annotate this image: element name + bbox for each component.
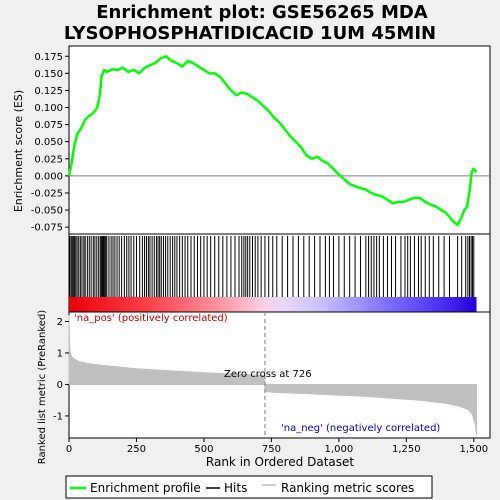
legend-enrichment-profile: Enrichment profile bbox=[90, 481, 201, 495]
metric-y-tick-label: -1 bbox=[53, 411, 63, 422]
hits-markers bbox=[69, 236, 475, 297]
x-tick-label: 0 bbox=[66, 444, 72, 455]
es-y-tick-label: 0.100 bbox=[34, 103, 63, 114]
legend-ranking-metric-scores: Ranking metric scores bbox=[281, 481, 414, 495]
legend-box bbox=[65, 475, 433, 499]
es-y-tick-label: 0.150 bbox=[34, 69, 63, 80]
es-y-tick-label: -0.025 bbox=[31, 188, 63, 199]
es-y-tick-label: 0.000 bbox=[34, 171, 63, 182]
es-y-tick-label: 0.050 bbox=[34, 137, 63, 148]
es-y-tick-label: -0.050 bbox=[31, 206, 63, 217]
x-axis-label: Rank in Ordered Dataset bbox=[206, 455, 354, 469]
zero-cross-label: Zero cross at 726 bbox=[224, 369, 312, 380]
metric-y-tick-label: 1 bbox=[57, 348, 63, 359]
es-y-axis-label: Enrichment score (ES) bbox=[12, 90, 25, 212]
x-tick-label: 1,250 bbox=[392, 444, 421, 455]
enrichment-profile-line bbox=[67, 55, 478, 227]
es-y-tick-label: 0.175 bbox=[34, 52, 63, 63]
x-tick-label: 1,000 bbox=[325, 444, 354, 455]
pos-correlated-label: 'na_pos' (positively correlated) bbox=[74, 313, 228, 324]
x-tick-label: 1,500 bbox=[459, 444, 488, 455]
es-y-tick-label: 0.025 bbox=[34, 154, 63, 165]
x-axis: 0 250 500 750 1,000 1,250 1,500 bbox=[66, 438, 488, 455]
rank-color-bar bbox=[69, 297, 477, 312]
x-tick-label: 250 bbox=[127, 444, 146, 455]
metric-y-axis-label: Ranked list metric (PreRanked) bbox=[37, 310, 48, 464]
es-panel bbox=[68, 45, 491, 235]
chart-title-line1: Enrichment plot: GSE56265 MDA bbox=[96, 2, 428, 23]
legend-hits: Hits bbox=[224, 481, 247, 495]
es-y-tick-label: 0.075 bbox=[34, 120, 63, 131]
x-tick-label: 750 bbox=[262, 444, 281, 455]
es-y-tick-label: 0.125 bbox=[34, 86, 63, 97]
es-y-axis: 0.175 0.150 0.125 0.100 0.075 0.050 0.025 0.000… bbox=[31, 52, 69, 234]
neg-correlated-label: 'na_neg' (negatively correlated) bbox=[281, 423, 440, 434]
metric-y-tick-label: 2 bbox=[57, 317, 63, 328]
metric-y-axis: 2 1 0 -1 bbox=[53, 317, 69, 422]
x-tick-label: 500 bbox=[194, 444, 213, 455]
es-y-tick-label: -0.075 bbox=[31, 223, 63, 234]
chart-title-line2: LYSOPHOSPHATIDICACID 1UM 45MIN bbox=[64, 23, 436, 44]
metric-y-tick-label: 0 bbox=[57, 380, 63, 391]
